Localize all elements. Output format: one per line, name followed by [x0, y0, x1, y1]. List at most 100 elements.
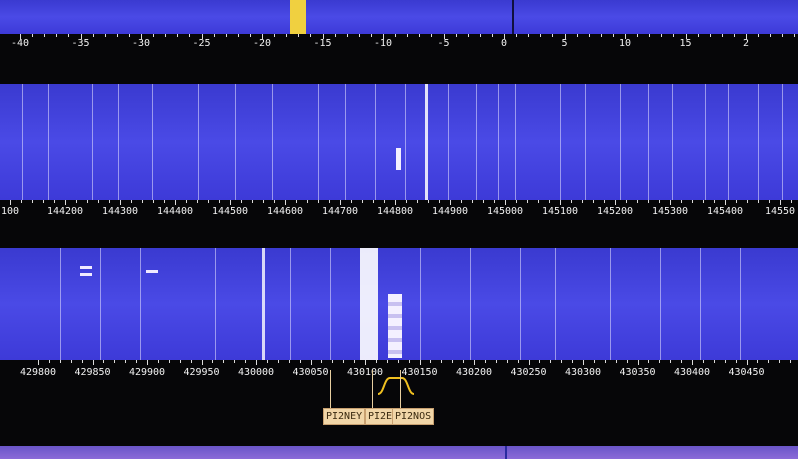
- scale-minor-tick: [593, 360, 595, 363]
- scale-tick: [419, 360, 421, 365]
- scale-minor-tick: [274, 34, 276, 37]
- scale-minor-tick: [561, 360, 563, 363]
- frequency-pointer-marker[interactable]: [290, 0, 306, 34]
- scale-tick: [120, 200, 121, 205]
- scale-label: -5: [437, 38, 450, 49]
- waterfall-signal: [498, 84, 499, 200]
- waterfall-signal: [118, 84, 119, 200]
- scale-minor-tick: [659, 360, 661, 363]
- waterfall-signal: [152, 84, 153, 200]
- waterfall-signal: [22, 84, 23, 200]
- scale-minor-tick: [539, 360, 541, 363]
- offset-scale[interactable]: -40 -35 -30 -25 -20 -15 -10 -5 0 5 10 15 2: [0, 34, 798, 84]
- scale-minor-tick: [56, 34, 58, 37]
- passband-filter-icon[interactable]: [376, 374, 416, 396]
- scale-tick: [201, 34, 203, 39]
- station-marker-label[interactable]: PI2NEY: [323, 408, 366, 425]
- waterfall-70cm[interactable]: [0, 248, 798, 360]
- scale-minor-tick: [527, 200, 528, 203]
- scale-label: 429900: [128, 367, 166, 378]
- scale-tick: [564, 34, 566, 39]
- waterfall-signal: [140, 248, 141, 360]
- frequency-scale-2m[interactable]: 100 144200 144300 144400 144500 144600 144700 1…: [0, 200, 798, 248]
- scale-minor-tick: [237, 34, 239, 37]
- scale-minor-tick: [406, 200, 407, 203]
- scale-minor-tick: [697, 34, 699, 37]
- waterfall-signal: [330, 248, 331, 360]
- scale-minor-tick: [54, 200, 55, 203]
- waterfall-signal: [585, 84, 586, 200]
- waterfall-signal: [100, 248, 101, 360]
- scale-tick: [692, 360, 693, 365]
- scale-label: 100: [0, 206, 20, 217]
- scale-label: 430200: [455, 367, 493, 378]
- scale-minor-tick: [307, 200, 308, 203]
- scale-minor-tick: [452, 360, 454, 363]
- scale-label: 144700: [321, 206, 359, 217]
- station-marker-line: [372, 370, 373, 408]
- waterfall-signal: [60, 248, 61, 360]
- scale-label: 430000: [237, 367, 275, 378]
- waterfall-signal: [405, 84, 406, 200]
- scale-minor-tick: [439, 200, 440, 203]
- scale-minor-tick: [157, 360, 159, 363]
- scale-label: 429850: [74, 367, 111, 378]
- scale-tick: [583, 360, 584, 365]
- scale-minor-tick: [681, 200, 682, 203]
- waterfall-signal: [272, 84, 273, 200]
- scale-label: 145100: [541, 206, 579, 217]
- top-waterfall[interactable]: [0, 0, 798, 34]
- frequency-scale-70cm[interactable]: 429800 429850 429900 429950 430000 430050 4301…: [0, 360, 798, 446]
- scale-label: 145400: [706, 206, 744, 217]
- scale-label: 14550: [764, 206, 796, 217]
- waterfall-signal: [672, 84, 673, 200]
- scale-tick: [322, 34, 324, 39]
- waterfall-signal: [555, 248, 556, 360]
- scale-minor-tick: [116, 34, 118, 37]
- scale-minor-tick: [87, 200, 88, 203]
- scale-minor-tick: [588, 34, 590, 37]
- waterfall-signal: [420, 248, 421, 360]
- scale-label: 144500: [211, 206, 249, 217]
- scale-minor-tick: [648, 360, 650, 363]
- scale-minor-tick: [604, 200, 605, 203]
- scale-minor-tick: [266, 360, 268, 363]
- waterfall-2m[interactable]: [0, 84, 798, 200]
- scale-tick: [670, 200, 671, 205]
- scale-minor-tick: [491, 34, 493, 37]
- scale-minor-tick: [661, 34, 663, 37]
- scale-label: 144900: [431, 206, 469, 217]
- scale-minor-tick: [48, 360, 50, 363]
- waterfall-signal: [375, 84, 376, 200]
- scale-tick: [147, 360, 148, 365]
- scale-tick: [20, 34, 21, 39]
- scale-label: 15: [679, 38, 692, 49]
- signal-burst: [388, 294, 402, 358]
- scale-minor-tick: [109, 200, 110, 203]
- station-marker-label[interactable]: PI2E: [365, 408, 396, 425]
- scale-tick: [474, 360, 475, 365]
- scale-tick: [615, 200, 616, 205]
- scale-minor-tick: [648, 200, 649, 203]
- scale-minor-tick: [733, 34, 735, 37]
- waterfall-signal: [345, 84, 346, 200]
- scale-minor-tick: [430, 360, 432, 363]
- scale-minor-tick: [197, 200, 198, 203]
- scale-minor-tick: [334, 34, 336, 37]
- bottom-waterfall: [0, 446, 798, 459]
- scale-label: 144200: [46, 206, 84, 217]
- scale-tick: [560, 200, 561, 205]
- waterfall-signal: [648, 84, 649, 200]
- scale-label: -30: [131, 38, 151, 49]
- scale-minor-tick: [506, 360, 508, 363]
- scale-minor-tick: [428, 200, 429, 203]
- scale-minor-tick: [298, 34, 300, 37]
- scale-minor-tick: [252, 200, 253, 203]
- scale-minor-tick: [692, 200, 693, 203]
- scale-tick: [780, 200, 781, 205]
- station-marker-label[interactable]: PI2NOS: [392, 408, 435, 425]
- scale-minor-tick: [770, 34, 772, 37]
- scale-minor-tick: [721, 34, 723, 37]
- scale-minor-tick: [318, 200, 319, 203]
- scale-minor-tick: [600, 34, 602, 37]
